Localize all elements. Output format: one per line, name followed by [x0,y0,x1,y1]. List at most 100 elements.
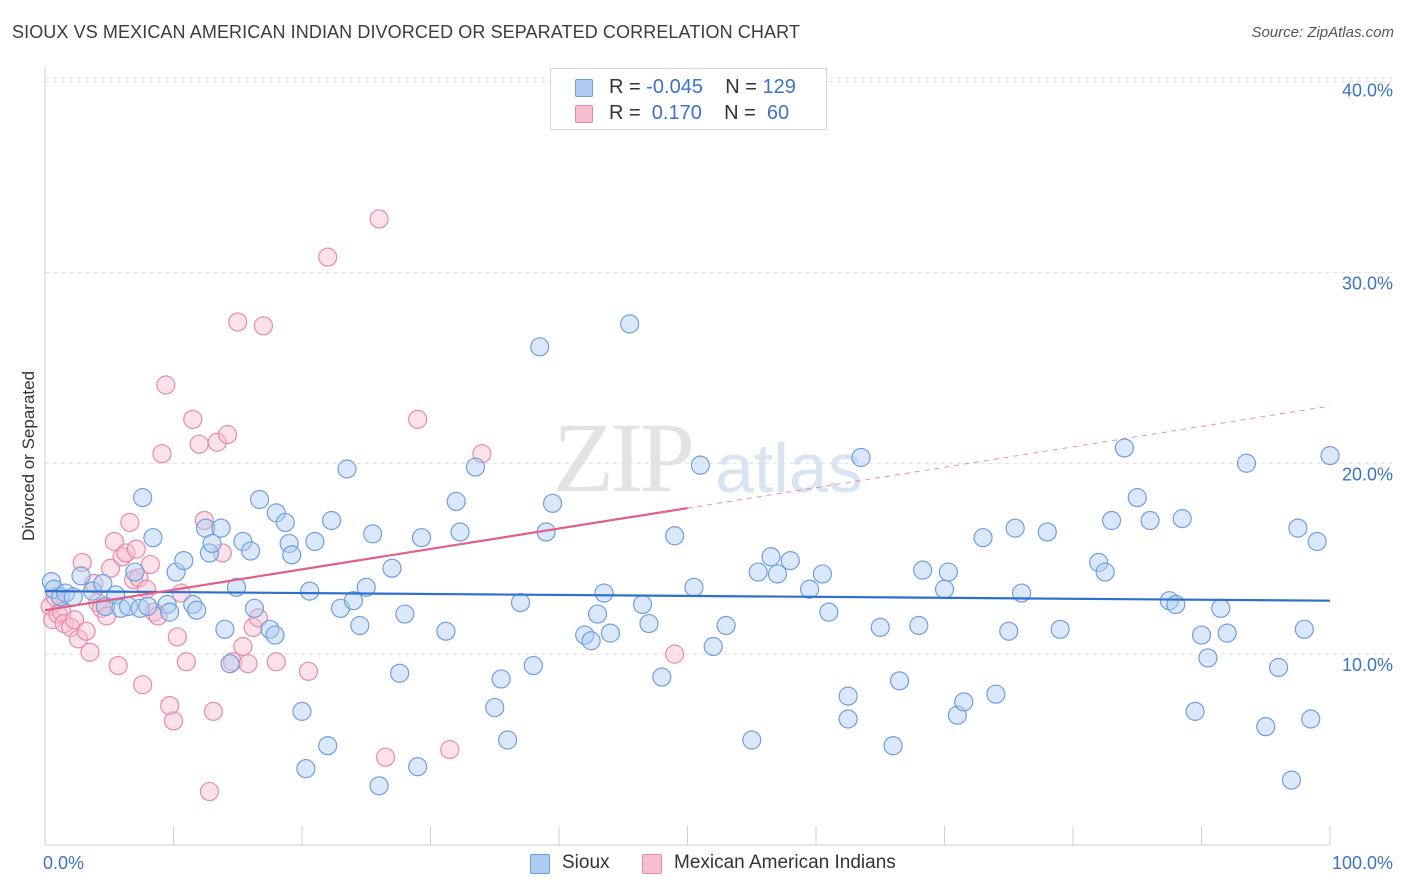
sioux-point [1288,518,1308,538]
mexican-n-label: N = [724,102,762,124]
sioux-r-label: R = [609,76,647,98]
tick-labels: 10.0% 20.0% 30.0% 40.0% 0.0% 100.0% [43,81,1393,874]
trend-lines [44,405,1331,612]
sioux-point [215,619,235,639]
sioux-point [1211,598,1231,618]
sioux-point [1127,488,1147,508]
mexican-point [64,610,85,630]
sioux-point [542,493,563,513]
sioux-point [382,558,402,578]
sioux-point [282,545,302,565]
sioux-point [125,562,145,582]
sioux-point [300,581,320,601]
sioux-point [1294,619,1314,639]
sioux-point [1236,453,1257,473]
mexican-trend-extension [687,405,1331,509]
sioux-point [883,736,903,756]
mexican-point [318,247,338,267]
sioux-trend-line [44,590,1331,602]
sioux-point [1172,509,1192,529]
y-axis-label: Divorced or Separated [19,371,38,541]
sioux-point [111,598,131,618]
sioux-point [938,562,958,582]
watermark-atlas: atlas [715,429,863,507]
sioux-point [1307,531,1327,552]
bottom-sioux-swatch [530,854,550,874]
bottom-sioux-label: Sioux [562,852,610,873]
sioux-point [780,550,800,571]
sioux-point [889,671,910,691]
sioux-point [600,623,621,643]
watermark-zip: ZIP [553,402,695,513]
sioux-point [1185,701,1205,721]
sioux-point [138,596,158,617]
sioux-point [143,528,163,548]
mexican-point [120,512,140,533]
sioux-point [748,562,768,582]
sioux-point [174,550,194,571]
mexican-point [440,739,460,760]
mexican-point [665,644,685,664]
sioux-point [446,491,466,512]
sioux-point [909,615,929,636]
sioux-point [1166,594,1186,615]
axes [44,66,1331,846]
sioux-n-value: 129 [762,76,796,98]
mexican-n-value: 60 [761,102,790,124]
mexican-point [167,627,187,647]
sioux-point [1198,648,1218,668]
sioux-point [1140,510,1160,531]
sioux-point [999,621,1019,641]
sioux-point [244,598,265,618]
sioux-point [1005,518,1025,538]
sioux-point [436,621,456,641]
sioux-point [986,684,1006,704]
y-tick-label: 30.0% [1342,273,1393,293]
mexican-point [76,621,96,641]
sioux-point [130,598,150,618]
sioux-point [703,636,723,657]
sioux-point [767,564,788,584]
sioux-point [530,337,550,357]
sioux-point [1089,552,1109,573]
mexican-point [217,425,238,445]
sioux-point [1320,446,1340,466]
sioux-point [1095,562,1115,582]
mexican-r-label: R = [609,102,647,124]
sioux-point [594,583,614,603]
sioux-point [465,457,486,477]
mexican-point [408,409,428,429]
sioux-point [241,541,261,561]
sioux-point [275,512,295,533]
sioux-point [408,757,428,777]
mexican-r-value: 0.170 [646,102,702,124]
mexican-point [156,375,176,395]
sioux-point [913,560,933,580]
sioux-point [133,488,153,508]
sioux-point [411,528,432,548]
sioux-point [279,533,299,554]
sioux-point [211,518,231,538]
mexican-point [189,434,209,454]
mexican-trend-line [44,507,688,612]
sioux-point [1050,619,1070,639]
sioux-points [41,314,1340,796]
sioux-point [305,531,325,552]
mexican-point [228,312,248,332]
correlation-legend: R = -0.045 N = 129 R = 0.170 N = 60 [550,68,827,130]
mexican-point [163,711,184,731]
sioux-point [1101,510,1122,531]
sioux-point [350,615,370,636]
y-tick-label: 10.0% [1342,655,1393,675]
sioux-n-label: N = [725,76,763,98]
sioux-point [851,447,871,468]
bottom-mexican-swatch [642,854,662,874]
sioux-point [450,522,470,542]
sioux-point [233,531,253,552]
grid-lines [45,77,1392,655]
sioux-point [620,314,640,334]
sioux-point [44,579,64,599]
x-tick-label-min: 0.0% [43,853,84,873]
sioux-point [934,579,955,599]
sioux-point [690,455,710,475]
